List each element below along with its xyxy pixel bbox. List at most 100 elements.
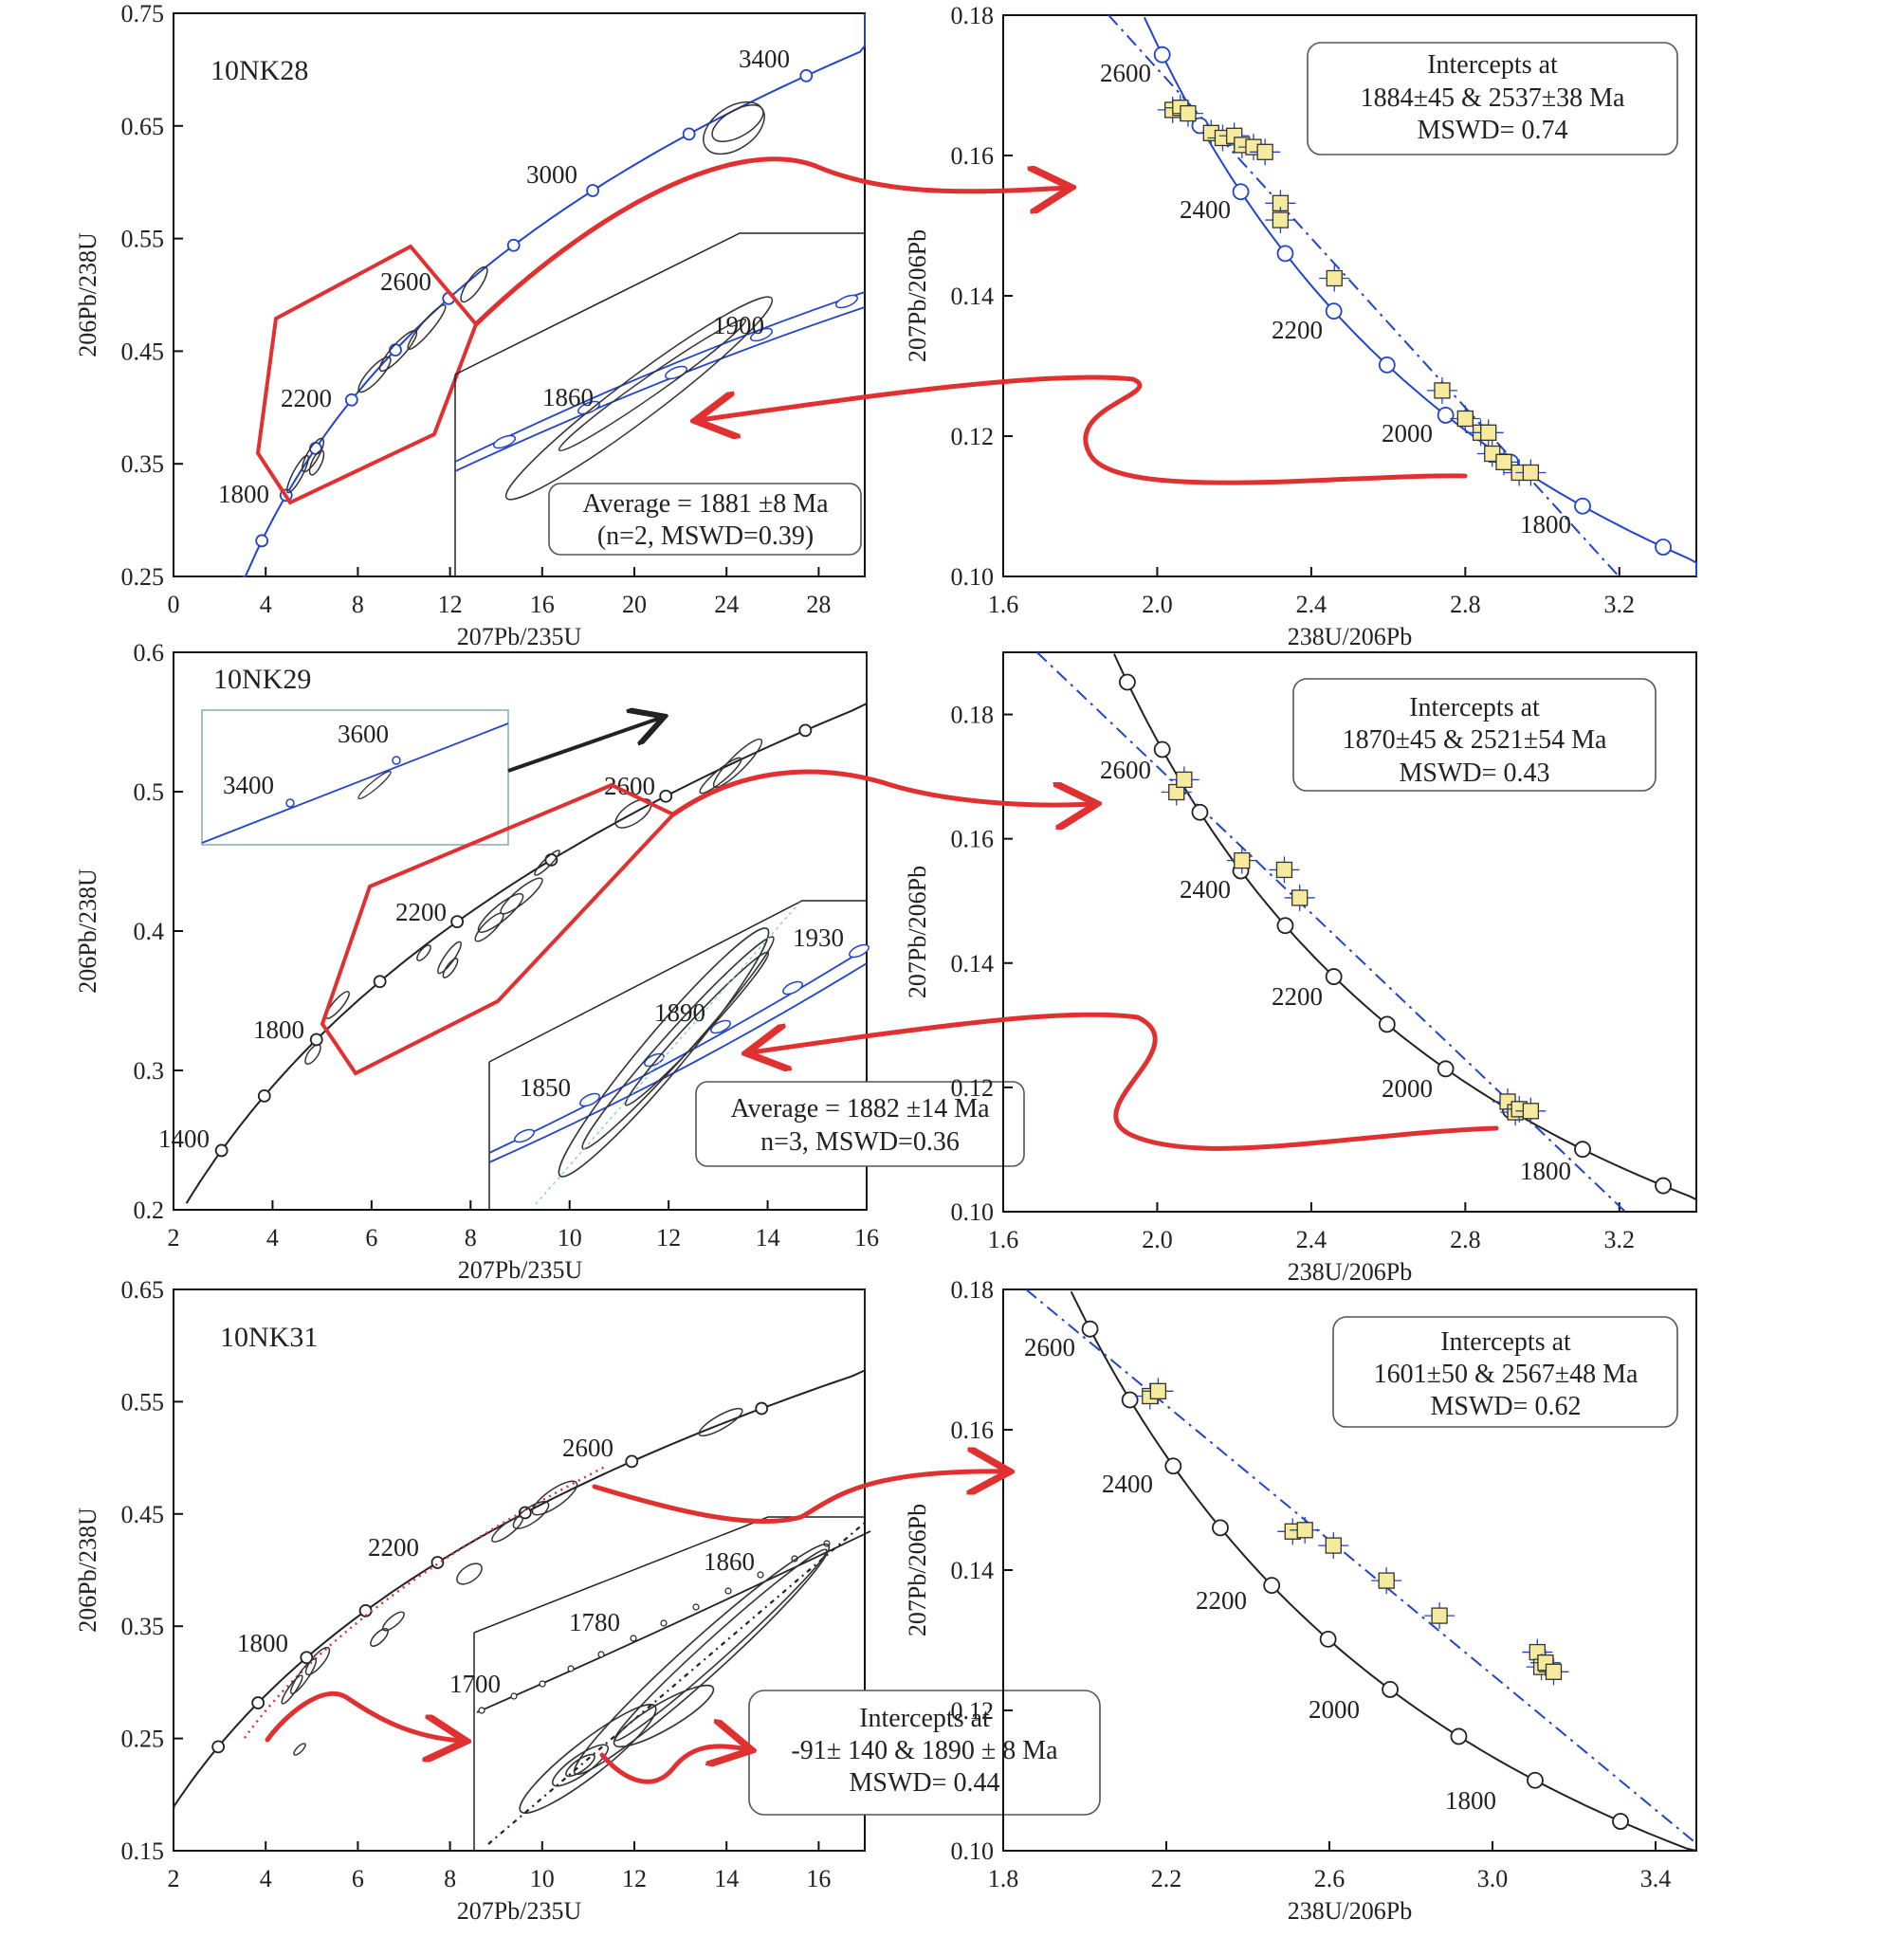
panel-5-ticks: 2 4 6 8 10 12 14 16 0.15 0.25 0.35 0.45 0.55 0.65 207P…	[74, 1276, 831, 1925]
ellipse	[308, 449, 325, 476]
panel-4-age-label-2600: 2600	[1100, 756, 1151, 784]
p1-ytick-label: 0.75	[121, 0, 165, 27]
p5-xtick-label: 6	[352, 1865, 364, 1892]
p3-age-marker	[798, 723, 813, 738]
p1-age-marker	[506, 238, 521, 252]
panel-4-frame	[1002, 651, 1697, 1213]
ellipse	[456, 1562, 483, 1585]
ellipse	[357, 356, 392, 393]
ellipse	[613, 1684, 715, 1748]
panel-6-intercepts-line-2: 1601±50 & 2567±48 Ma	[1374, 1360, 1639, 1389]
panel-3-top-inset-age-3600: 3600	[338, 720, 389, 748]
p4-data-point	[1522, 1103, 1540, 1120]
p4-age-marker	[1276, 917, 1294, 935]
panel-5-age-label-2600: 2600	[562, 1434, 613, 1462]
p2-ytick-label: 0.18	[951, 2, 995, 29]
p5-age-marker	[300, 1651, 314, 1665]
p1-ytick-label: 0.45	[121, 338, 165, 365]
panel-3-top-inset-marker-3600	[392, 756, 401, 765]
p2-age-marker	[1153, 46, 1171, 64]
panel-3-concordia: 2 4 6 8 10 12 14 16 0.2 0.3 0.4 0.5 0.6 207Pb/235U 206…	[74, 639, 1025, 1284]
panel-3-average-line-1: Average = 1882 ±14 Ma	[730, 1094, 990, 1124]
panel-5-frame	[173, 1288, 866, 1852]
panel-4-ticks: 1.6 2.0 2.4 2.8 3.2 0.10 0.12 0.14 0.16 0.18 238U/…	[904, 702, 1635, 1286]
panel-1-inset-markers	[492, 294, 859, 449]
p4-xtick-label: 2.8	[1450, 1226, 1481, 1253]
panel-2-age-label-2200: 2200	[1272, 316, 1323, 344]
panel-1-highlight-region	[255, 244, 479, 505]
panel-3-top-inset-ellipse	[357, 770, 392, 800]
panel-1-concordia: 0 4 8 12 16 20 24 28 0.25 0.35 0.45 0.55 0.65 0.75 207…	[74, 0, 866, 650]
p4-xtick-label: 2.4	[1296, 1226, 1327, 1253]
marker	[660, 1619, 668, 1627]
p1-xtick-label: 12	[438, 591, 463, 618]
panel-2-ticks: 1.6 2.0 2.4 2.8 3.2 0.10 0.12 0.14 0.16 0.18 238U/…	[904, 2, 1635, 650]
p4-ytick-label: 0.10	[951, 1198, 995, 1226]
p4-data-point	[1291, 889, 1309, 906]
ellipse	[416, 944, 431, 961]
p4-data-point	[1234, 851, 1251, 869]
p6-data-point	[1149, 1382, 1167, 1399]
p6-xtick-label: 2.6	[1314, 1865, 1346, 1892]
p1-ytick-label: 0.65	[121, 113, 165, 140]
panel-3-age-markers	[214, 723, 813, 1158]
panel-4-intercepts-line-3: MSWD= 0.43	[1400, 758, 1550, 788]
ellipse	[512, 1501, 550, 1529]
p6-age-marker	[1263, 1577, 1281, 1595]
p6-ytick-label: 0.10	[951, 1837, 995, 1865]
p5-xtick-label: 10	[530, 1865, 555, 1892]
p2-data-point	[1256, 143, 1273, 160]
p3-xtick-label: 14	[756, 1224, 780, 1252]
p6-xtick-label: 2.2	[1151, 1865, 1182, 1892]
panel-3-highlight-region	[320, 782, 677, 1076]
p5-age-marker	[430, 1556, 445, 1569]
panel-1-age-label-3000: 3000	[526, 160, 577, 189]
panel-1-average-box	[548, 483, 862, 556]
panel-6-age-label-2000: 2000	[1309, 1695, 1360, 1724]
panel-3-black-arrow	[507, 718, 661, 773]
panel-6-intercepts-line-3: MSWD= 0.62	[1431, 1392, 1582, 1421]
ellipse	[281, 1674, 303, 1705]
ellipse	[378, 329, 418, 373]
p1-ytick-label: 0.35	[121, 450, 165, 478]
p4-ytick-label: 0.18	[951, 702, 995, 729]
panel-3-top-inset-marker-3400	[285, 798, 295, 808]
p1-xtick-label: 0	[168, 591, 180, 618]
p5-age-marker	[518, 1506, 532, 1520]
p1-age-marker	[389, 343, 402, 357]
p5-ytick-label: 0.65	[121, 1276, 165, 1304]
p2-ytick-label: 0.12	[951, 423, 995, 450]
p3-ytick-label: 0.5	[134, 778, 165, 806]
p3-x-axis-title: 207Pb/235U	[458, 1256, 583, 1284]
p6-x-axis-title: 238U/206Pb	[1288, 1897, 1412, 1925]
p3-xtick-label: 8	[465, 1224, 477, 1252]
panel-1-inset-concordia-lower	[454, 306, 866, 472]
panel-5-sample-label: 10NK31	[220, 1322, 318, 1353]
p6-age-marker	[1319, 1630, 1337, 1648]
panel-3-top-inset-concordia	[201, 722, 509, 844]
panel-3-sample-label: 10NK29	[213, 664, 311, 695]
panel-1-age-label-3400: 3400	[739, 45, 790, 73]
p1-xtick-label: 16	[530, 591, 555, 618]
ellipse	[551, 1744, 610, 1787]
arrow-p4-to-inset	[751, 1012, 1499, 1151]
p6-age-marker	[1612, 1813, 1629, 1830]
p3-age-marker	[309, 1032, 323, 1047]
p2-age-marker	[1232, 183, 1250, 201]
panel-3-inset-age-1890: 1890	[654, 998, 705, 1027]
panel-1-age-markers	[255, 68, 814, 548]
p3-age-marker	[659, 789, 673, 803]
p2-age-marker	[1437, 406, 1455, 424]
ellipse	[531, 1480, 578, 1516]
marker	[510, 1692, 518, 1700]
panel-3-top-inset-frame	[201, 709, 509, 846]
panel-3-average-box	[695, 1081, 1025, 1167]
p5-xtick-label: 14	[714, 1865, 739, 1892]
panel-3-inset-concordia-upper	[488, 947, 868, 1154]
p5-age-marker	[251, 1696, 265, 1709]
panel-4-discordia-line	[1035, 651, 1626, 1213]
p1-age-marker	[682, 127, 696, 141]
p5-ytick-label: 0.55	[121, 1388, 165, 1416]
p2-y-axis-title: 207Pb/206Pb	[904, 229, 931, 362]
p3-xtick-label: 12	[656, 1224, 681, 1252]
